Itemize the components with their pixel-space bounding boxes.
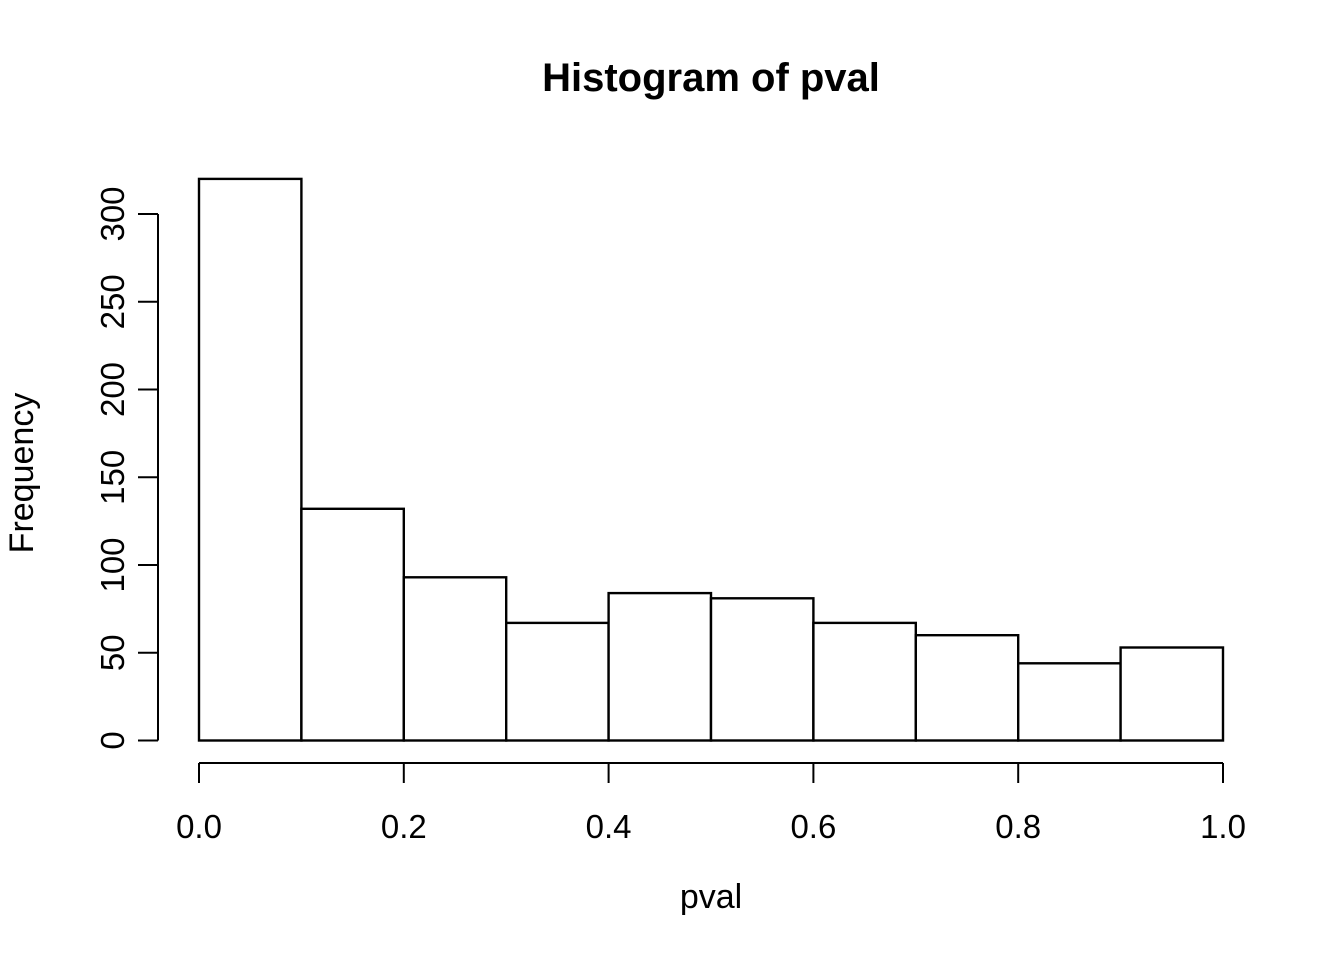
y-axis: 0 50 100 150 200 250 300 (94, 186, 159, 750)
histogram-bar (1119, 646, 1225, 742)
x-tick-label: 0.4 (586, 808, 632, 845)
histogram-bars (197, 177, 1225, 742)
x-tick-label: 0.6 (790, 808, 836, 845)
chart-title: Histogram of pval (542, 56, 880, 100)
histogram-bar (914, 634, 1020, 742)
x-tick-label: 0.0 (176, 808, 222, 845)
histogram-bar (402, 576, 508, 742)
y-tick-label: 300 (94, 186, 131, 241)
y-tick-label: 200 (94, 362, 131, 417)
y-axis-label: Frequency (3, 393, 41, 554)
histogram-bar (812, 621, 918, 742)
y-tick-label: 50 (94, 634, 131, 671)
x-axis: 0.0 0.2 0.4 0.6 0.8 1.0 (176, 762, 1246, 845)
histogram-bar (197, 177, 303, 742)
histogram-bar (607, 591, 713, 742)
y-tick-label: 0 (94, 731, 131, 749)
x-tick-label: 0.8 (995, 808, 1041, 845)
histogram-bar (709, 597, 815, 742)
histogram-bar (1017, 662, 1122, 742)
y-tick-label: 100 (94, 537, 131, 592)
x-tick-label: 0.2 (381, 808, 427, 845)
y-tick-label: 150 (94, 450, 131, 505)
x-axis-label: pval (680, 878, 742, 916)
x-tick-label: 1.0 (1200, 808, 1246, 845)
histogram-bar (505, 621, 610, 742)
histogram-bar (300, 507, 405, 742)
y-tick-label: 250 (94, 274, 131, 329)
